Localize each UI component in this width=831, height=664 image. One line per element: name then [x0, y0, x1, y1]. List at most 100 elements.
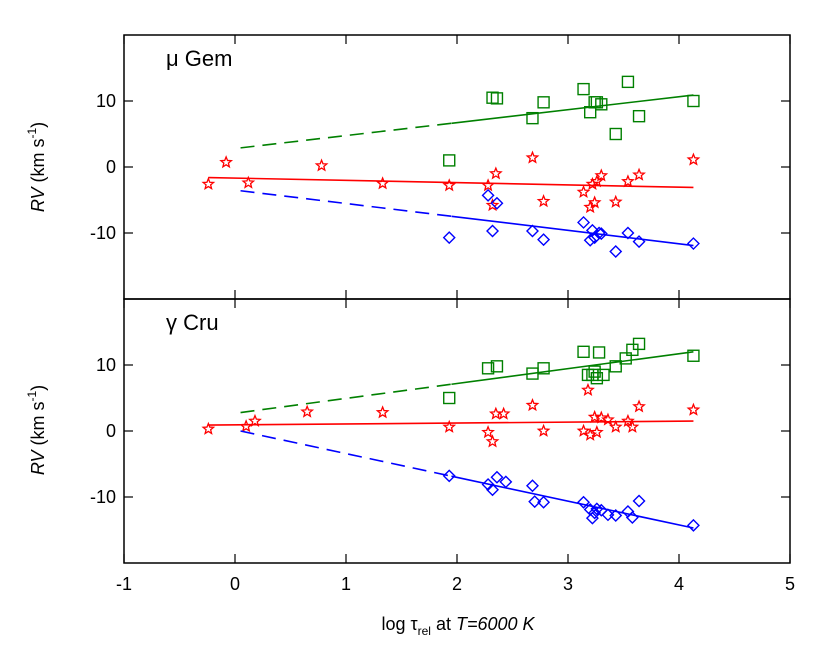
data-point-diamond	[490, 470, 504, 484]
data-point-square	[632, 109, 646, 123]
panel-2: 10 0 -10 γ Cru	[90, 298, 791, 564]
data-point-square	[490, 92, 504, 105]
data-point-star	[589, 425, 604, 439]
data-point-star	[621, 174, 635, 188]
fit-line-dashed	[240, 189, 452, 218]
data-point-diamond	[577, 495, 591, 509]
data-point-star	[485, 198, 500, 212]
series-blue	[240, 430, 700, 532]
data-point-diamond	[590, 502, 604, 516]
data-point-star	[625, 419, 640, 433]
fit-line	[451, 215, 694, 247]
panel-title: γ Cru	[166, 310, 219, 335]
data-point-square	[490, 360, 504, 373]
data-point-diamond	[592, 226, 606, 240]
data-point-diamond	[486, 483, 500, 497]
data-point-diamond	[686, 237, 700, 251]
series-green	[240, 75, 700, 167]
data-point-square	[590, 372, 604, 385]
data-point-star	[587, 195, 602, 209]
panel-frame	[123, 34, 791, 300]
data-point-star	[241, 175, 256, 189]
data-point-square	[609, 127, 622, 141]
data-point-square	[592, 346, 606, 359]
y-axis-label-bottom: RV (km s-1)	[25, 385, 48, 475]
data-point-square	[621, 75, 635, 89]
x-tick-label: 0	[230, 574, 240, 594]
data-point-star	[219, 155, 234, 169]
data-point-diamond	[601, 508, 615, 522]
y-tick-label: 0	[106, 421, 116, 441]
data-point-star	[589, 174, 604, 188]
data-point-star	[581, 382, 595, 396]
x-tick-label: -1	[116, 574, 132, 594]
data-point-star	[248, 413, 262, 427]
y-tick-label: 10	[96, 355, 116, 375]
data-point-diamond	[594, 503, 608, 517]
svg-text:RV (km s-1): RV (km s-1)	[25, 385, 48, 475]
y-tick-label: 0	[106, 157, 116, 177]
series-green	[240, 337, 700, 414]
data-point-star	[314, 158, 329, 172]
data-point-star	[375, 176, 390, 190]
data-point-star	[375, 405, 390, 419]
data-point-square	[590, 96, 604, 109]
data-point-square	[486, 91, 499, 104]
data-point-star	[594, 168, 609, 182]
fit-line-dashed	[240, 430, 452, 477]
data-point-square	[687, 94, 700, 108]
fit-line	[451, 475, 694, 529]
data-point-diamond	[609, 244, 623, 258]
data-point-star	[621, 413, 635, 427]
data-point-star	[608, 419, 623, 433]
data-point-diamond	[609, 508, 623, 522]
data-point-diamond	[442, 469, 456, 483]
data-point-diamond	[594, 227, 608, 241]
series-blue	[240, 188, 700, 258]
data-point-diamond	[537, 495, 551, 509]
data-point-star	[496, 406, 511, 420]
data-point-star	[239, 419, 254, 433]
panel-title: μ Gem	[166, 46, 232, 71]
fit-line	[451, 94, 694, 125]
data-point-star	[576, 184, 591, 198]
data-point-star	[686, 402, 701, 416]
data-point-star	[201, 421, 216, 435]
data-point-star	[601, 412, 615, 426]
series-red	[201, 382, 701, 448]
x-tick-label: 5	[785, 574, 795, 594]
data-point-square	[537, 96, 550, 109]
y-tick-label: 10	[96, 91, 116, 111]
svg-text:RV (km s-1): RV (km s-1)	[25, 122, 48, 212]
data-point-square	[588, 365, 601, 378]
data-point-square	[526, 111, 539, 125]
data-point-star	[481, 178, 495, 192]
data-point-diamond	[525, 479, 539, 493]
data-point-diamond	[632, 494, 646, 508]
x-tick-label: 3	[563, 574, 573, 594]
data-point-star	[481, 425, 495, 439]
fit-line-dashed	[240, 383, 452, 414]
data-point-diamond	[583, 233, 597, 247]
data-point-square	[443, 391, 456, 405]
data-point-star	[525, 150, 540, 164]
data-point-square	[577, 345, 590, 358]
data-point-star	[442, 419, 457, 433]
data-point-diamond	[686, 518, 700, 532]
x-tick-label: 1	[341, 574, 351, 594]
panel-1: 10 0 -10 μ Gem	[90, 34, 791, 300]
data-point-square	[619, 352, 632, 365]
data-point-diamond	[528, 495, 542, 509]
data-point-star	[608, 194, 623, 208]
data-point-square	[595, 98, 608, 111]
data-point-square	[577, 82, 590, 96]
x-tick-label: 4	[674, 574, 684, 594]
fit-line	[451, 351, 694, 386]
data-point-star	[536, 194, 551, 208]
data-point-diamond	[621, 226, 635, 240]
y-tick-label: -10	[90, 223, 116, 243]
fit-line-dashed	[240, 122, 452, 149]
data-point-diamond	[442, 231, 456, 245]
data-point-diamond	[490, 196, 504, 210]
data-point-square	[687, 349, 700, 362]
